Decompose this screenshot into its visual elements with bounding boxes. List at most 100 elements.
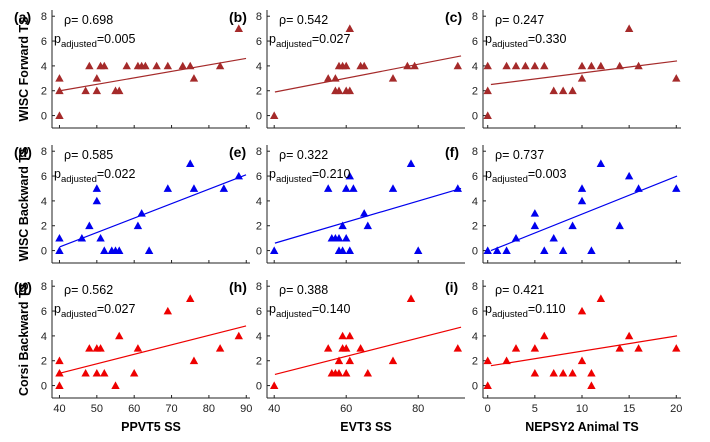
y-tick-label: 8 (472, 11, 478, 23)
data-point (342, 61, 351, 70)
data-point (511, 61, 521, 70)
y-tick-label: 8 (256, 146, 262, 158)
rho-stat: ρ= 0.562 (64, 283, 113, 297)
data-point (55, 86, 64, 95)
data-point (615, 344, 624, 352)
data-point (558, 246, 568, 254)
y-tick-label: 0 (256, 246, 262, 258)
data-point (186, 61, 195, 70)
data-point (215, 61, 225, 70)
data-point (55, 356, 64, 365)
regression-line (59, 57, 247, 92)
y-tick-label: 8 (41, 11, 47, 23)
data-point (122, 61, 131, 70)
data-point (100, 368, 109, 377)
x-tick-label: 40 (268, 403, 280, 415)
y-tick-label: 8 (41, 146, 47, 158)
p-adjusted-stat: padjusted=0.110 (485, 302, 566, 320)
rho-stat: ρ= 0.698 (64, 13, 113, 27)
y-tick-label: 8 (256, 11, 262, 23)
data-point (634, 184, 643, 192)
panel-label: (i) (445, 279, 458, 295)
y-tick-label: 8 (472, 146, 478, 158)
y-tick-label: 6 (472, 171, 478, 183)
data-point (577, 184, 587, 192)
data-point (549, 86, 558, 95)
data-point (81, 368, 90, 377)
rho-stat: ρ= 0.322 (279, 148, 328, 162)
y-tick-label: 6 (472, 36, 478, 48)
y-tick-label: 2 (41, 221, 47, 233)
x-tick-label: 20 (670, 403, 682, 415)
data-point (577, 196, 587, 205)
data-point (540, 331, 549, 340)
data-point (334, 368, 344, 377)
y-tick-label: 2 (472, 221, 478, 233)
data-point (568, 368, 577, 377)
data-point (530, 221, 540, 230)
p-adjusted-stat: padjusted=0.210 (269, 167, 351, 185)
y-tick-label: 2 (472, 86, 478, 98)
x-tick-label: 10 (576, 403, 588, 415)
data-point (349, 184, 358, 192)
data-point (324, 184, 333, 192)
data-point (115, 331, 124, 340)
data-point (100, 61, 109, 70)
x-tick-label: 60 (340, 403, 352, 415)
data-point (596, 61, 606, 70)
data-point (115, 86, 124, 95)
data-point (338, 221, 347, 230)
rho-stat: ρ= 0.421 (495, 283, 544, 297)
data-point (587, 246, 596, 254)
regression-line (59, 325, 247, 374)
p-adjusted-stat: padjusted=0.022 (54, 167, 136, 185)
x-tick-label: 0 (485, 403, 491, 415)
data-point (334, 356, 344, 365)
data-point (342, 368, 351, 377)
data-point (624, 24, 634, 32)
data-point (577, 306, 587, 315)
data-point (85, 221, 94, 230)
rho-stat: ρ= 0.388 (279, 283, 328, 297)
panel-label: (a) (14, 9, 31, 25)
data-point (363, 368, 372, 377)
data-point (115, 246, 124, 254)
data-point (92, 86, 102, 95)
data-point (615, 61, 624, 70)
y-tick-label: 6 (256, 36, 262, 48)
data-point (492, 246, 502, 254)
data-point (96, 233, 105, 242)
data-point (270, 246, 279, 254)
data-point (324, 74, 333, 82)
y-axis-title: WISC Forward TS (17, 17, 31, 122)
regression-line (490, 60, 678, 86)
data-point (234, 331, 243, 340)
panel-label: (b) (229, 9, 247, 25)
data-point (163, 184, 173, 192)
data-point (100, 246, 109, 254)
data-point (483, 246, 492, 254)
data-point (342, 344, 351, 352)
data-point (334, 86, 344, 95)
y-tick-label: 2 (472, 356, 478, 368)
data-point (568, 86, 577, 95)
data-point (338, 246, 347, 254)
data-point (483, 61, 492, 70)
data-point (511, 233, 521, 242)
data-point (92, 74, 102, 82)
data-point (96, 344, 105, 352)
data-point (331, 74, 340, 82)
data-point (483, 111, 492, 119)
data-point (338, 331, 347, 340)
data-point (133, 221, 143, 230)
y-tick-label: 4 (41, 331, 47, 343)
data-point (530, 61, 540, 70)
data-point (92, 196, 102, 205)
data-point (577, 61, 587, 70)
x-tick-label: 5 (532, 403, 538, 415)
y-tick-label: 6 (256, 171, 262, 183)
data-point (634, 344, 643, 352)
data-point (334, 233, 344, 242)
data-point (672, 74, 681, 82)
y-tick-label: 0 (41, 381, 47, 393)
